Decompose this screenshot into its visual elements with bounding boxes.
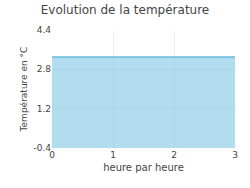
svg-text:2.8: 2.8: [37, 64, 52, 74]
svg-text:3: 3: [232, 150, 238, 160]
svg-text:4.4: 4.4: [37, 25, 52, 35]
svg-text:Evolution de la température: Evolution de la température: [41, 3, 210, 17]
svg-text:0: 0: [49, 150, 55, 160]
svg-text:1.2: 1.2: [37, 104, 51, 114]
svg-text:Température en °C: Température en °C: [19, 47, 29, 133]
svg-text:2: 2: [171, 150, 177, 160]
svg-text:-0.4: -0.4: [33, 143, 51, 153]
svg-text:heure par heure: heure par heure: [103, 162, 184, 173]
svg-text:1: 1: [110, 150, 116, 160]
